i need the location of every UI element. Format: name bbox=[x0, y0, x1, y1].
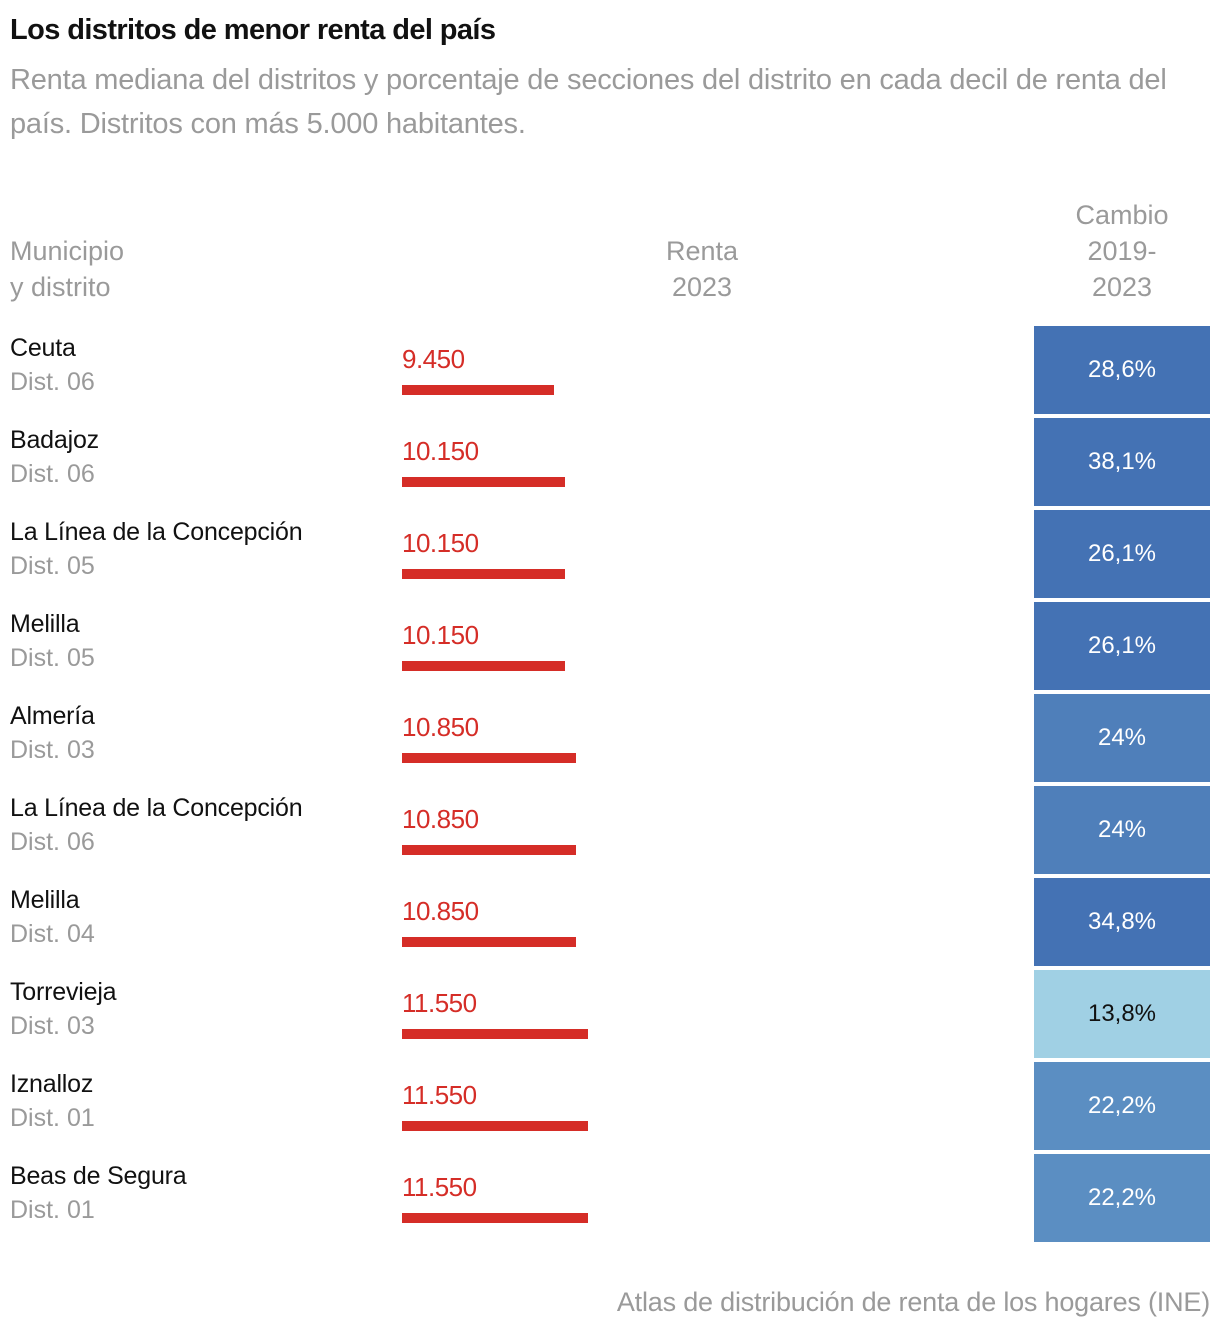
renta-bar bbox=[402, 1121, 588, 1131]
renta-bar bbox=[402, 477, 565, 487]
renta-value-label: 11.550 bbox=[402, 1080, 477, 1110]
cambio-value-label: 26,1% bbox=[1087, 540, 1157, 567]
renta-bar bbox=[402, 385, 554, 395]
header-municipio-line2: y distrito bbox=[10, 272, 111, 302]
renta-bar bbox=[402, 1029, 588, 1039]
renta-value-label: 10.850 bbox=[402, 804, 479, 834]
header-renta-line2: 2023 bbox=[671, 272, 733, 302]
municipio-name: Badajoz bbox=[10, 426, 99, 454]
table-row: Torrevieja Dist. 03 11.550 13,8% bbox=[0, 970, 1220, 1058]
cambio-value-label: 28,6% bbox=[1087, 356, 1157, 383]
table-row: Iznalloz Dist. 01 11.550 22,2% bbox=[0, 1062, 1220, 1150]
table-row: La Línea de la Concepción Dist. 05 10.150 2… bbox=[0, 510, 1220, 598]
distrito-label: Dist. 05 bbox=[10, 644, 95, 672]
table-row: Badajoz Dist. 06 10.150 38,1% bbox=[0, 418, 1220, 506]
table-row: La Línea de la Concepción Dist. 06 10.850 2… bbox=[0, 786, 1220, 874]
renta-bar bbox=[402, 1213, 588, 1223]
header-municipio: Municipio y distrito bbox=[10, 233, 124, 305]
municipio-name: Melilla bbox=[10, 886, 80, 914]
source-note: Atlas de distribución de renta de los ho… bbox=[616, 1287, 1210, 1317]
renta-value-label: 10.850 bbox=[402, 896, 479, 926]
cambio-cell: 13,8% bbox=[1034, 970, 1210, 1058]
header-cambio: Cambio 2019- 2023 bbox=[1034, 197, 1210, 305]
municipio-name: Ceuta bbox=[10, 334, 76, 362]
distrito-label: Dist. 06 bbox=[10, 460, 95, 488]
cambio-value-label: 22,2% bbox=[1087, 1184, 1157, 1211]
cambio-value-label: 22,2% bbox=[1087, 1092, 1157, 1119]
renta-bar bbox=[402, 845, 576, 855]
cambio-cell: 34,8% bbox=[1034, 878, 1210, 966]
table-row: Beas de Segura Dist. 01 11.550 22,2% bbox=[0, 1154, 1220, 1242]
cambio-value-label: 13,8% bbox=[1087, 1000, 1157, 1027]
renta-bar bbox=[402, 569, 565, 579]
renta-bar bbox=[402, 753, 576, 763]
municipio-name: La Línea de la Concepción bbox=[10, 794, 303, 822]
cambio-cell: 22,2% bbox=[1034, 1154, 1210, 1242]
distrito-label: Dist. 04 bbox=[10, 920, 95, 948]
renta-value-label: 9.450 bbox=[402, 344, 465, 374]
cambio-value-label: 26,1% bbox=[1087, 632, 1157, 659]
cambio-cell: 22,2% bbox=[1034, 1062, 1210, 1150]
distrito-label: Dist. 06 bbox=[10, 828, 95, 856]
renta-value-label: 11.550 bbox=[402, 988, 477, 1018]
table-row: Almería Dist. 03 10.850 24% bbox=[0, 694, 1220, 782]
cambio-value-label: 38,1% bbox=[1087, 448, 1157, 475]
header-municipio-line1: Municipio bbox=[10, 236, 125, 266]
cambio-value-label: 24% bbox=[1097, 816, 1147, 843]
header-renta: Renta 2023 bbox=[640, 233, 764, 305]
cambio-cell: 38,1% bbox=[1034, 418, 1210, 506]
distrito-label: Dist. 03 bbox=[10, 736, 95, 764]
municipio-name: Iznalloz bbox=[10, 1070, 94, 1098]
municipio-name: La Línea de la Concepción bbox=[10, 518, 303, 546]
distrito-label: Dist. 03 bbox=[10, 1012, 95, 1040]
chart-title: Los distritos de menor renta del país bbox=[10, 14, 496, 46]
renta-value-label: 10.150 bbox=[402, 436, 479, 466]
renta-value-label: 10.150 bbox=[402, 528, 479, 558]
table-row: Melilla Dist. 05 10.150 26,1% bbox=[0, 602, 1220, 690]
cambio-cell: 28,6% bbox=[1034, 326, 1210, 414]
cambio-cell: 24% bbox=[1034, 786, 1210, 874]
distrito-label: Dist. 01 bbox=[10, 1196, 95, 1224]
header-cambio-line1: Cambio bbox=[1075, 200, 1169, 230]
header-cambio-line2: 2019- bbox=[1087, 236, 1157, 266]
header-renta-line1: Renta bbox=[665, 236, 739, 266]
cambio-value-label: 24% bbox=[1097, 724, 1147, 751]
table-row: Melilla Dist. 04 10.850 34,8% bbox=[0, 878, 1220, 966]
distrito-label: Dist. 01 bbox=[10, 1104, 95, 1132]
renta-value-label: 10.150 bbox=[402, 620, 479, 650]
renta-bar bbox=[402, 937, 576, 947]
cambio-cell: 26,1% bbox=[1034, 510, 1210, 598]
municipio-name: Melilla bbox=[10, 610, 80, 638]
distrito-label: Dist. 06 bbox=[10, 368, 95, 396]
distrito-label: Dist. 05 bbox=[10, 552, 95, 580]
cambio-cell: 26,1% bbox=[1034, 602, 1210, 690]
renta-value-label: 10.850 bbox=[402, 712, 479, 742]
cambio-cell: 24% bbox=[1034, 694, 1210, 782]
cambio-value-label: 34,8% bbox=[1087, 908, 1157, 935]
table-row: Ceuta Dist. 06 9.450 28,6% bbox=[0, 326, 1220, 414]
renta-bar bbox=[402, 661, 565, 671]
renta-value-label: 11.550 bbox=[402, 1172, 477, 1202]
municipio-name: Almería bbox=[10, 702, 95, 730]
municipio-name: Beas de Segura bbox=[10, 1162, 187, 1190]
municipio-name: Torrevieja bbox=[10, 978, 117, 1006]
chart-subtitle: Renta mediana del distritos y porcentaje… bbox=[10, 64, 1167, 140]
header-cambio-line3: 2023 bbox=[1091, 272, 1153, 302]
